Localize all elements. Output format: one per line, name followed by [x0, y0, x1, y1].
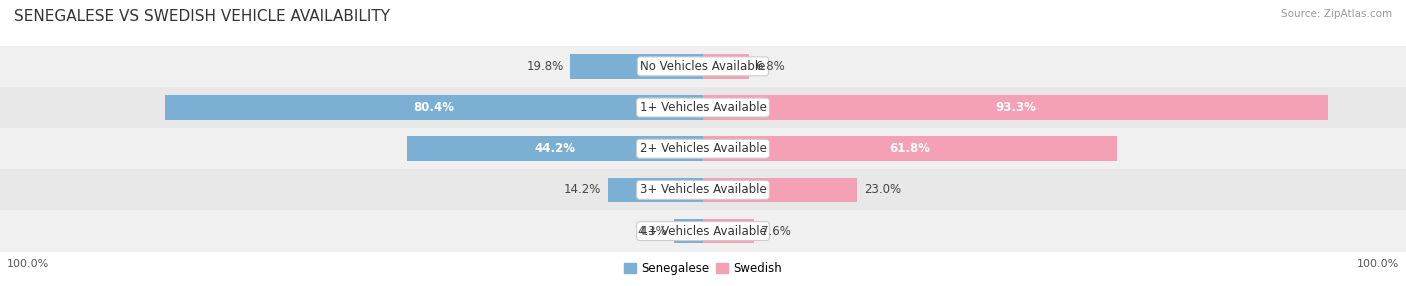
Text: 100.0%: 100.0%: [7, 259, 49, 269]
Text: 19.8%: 19.8%: [526, 60, 564, 73]
Bar: [0, 46, 1406, 87]
Bar: [408, 136, 703, 161]
Text: 2+ Vehicles Available: 2+ Vehicles Available: [640, 142, 766, 155]
Bar: [703, 219, 754, 243]
Text: 100.0%: 100.0%: [1357, 259, 1399, 269]
Text: 1+ Vehicles Available: 1+ Vehicles Available: [640, 101, 766, 114]
Text: 23.0%: 23.0%: [863, 183, 901, 196]
Text: 6.8%: 6.8%: [755, 60, 785, 73]
Bar: [571, 54, 703, 79]
Bar: [703, 178, 858, 202]
Text: SENEGALESE VS SWEDISH VEHICLE AVAILABILITY: SENEGALESE VS SWEDISH VEHICLE AVAILABILI…: [14, 9, 389, 23]
Bar: [703, 95, 1327, 120]
Legend: Senegalese, Swedish: Senegalese, Swedish: [620, 258, 786, 280]
Bar: [703, 136, 1116, 161]
Bar: [0, 128, 1406, 169]
Bar: [165, 95, 703, 120]
Text: 80.4%: 80.4%: [413, 101, 454, 114]
Text: No Vehicles Available: No Vehicles Available: [640, 60, 766, 73]
Text: 14.2%: 14.2%: [564, 183, 602, 196]
Bar: [703, 54, 748, 79]
Text: 3+ Vehicles Available: 3+ Vehicles Available: [640, 183, 766, 196]
Bar: [0, 87, 1406, 128]
Bar: [0, 169, 1406, 210]
Text: 61.8%: 61.8%: [890, 142, 931, 155]
Bar: [607, 178, 703, 202]
Bar: [675, 219, 703, 243]
Text: 93.3%: 93.3%: [995, 101, 1036, 114]
Text: 4+ Vehicles Available: 4+ Vehicles Available: [640, 225, 766, 238]
Bar: [0, 210, 1406, 252]
Text: 7.6%: 7.6%: [761, 225, 790, 238]
Text: Source: ZipAtlas.com: Source: ZipAtlas.com: [1281, 9, 1392, 19]
Text: 4.3%: 4.3%: [638, 225, 668, 238]
Text: 44.2%: 44.2%: [534, 142, 575, 155]
